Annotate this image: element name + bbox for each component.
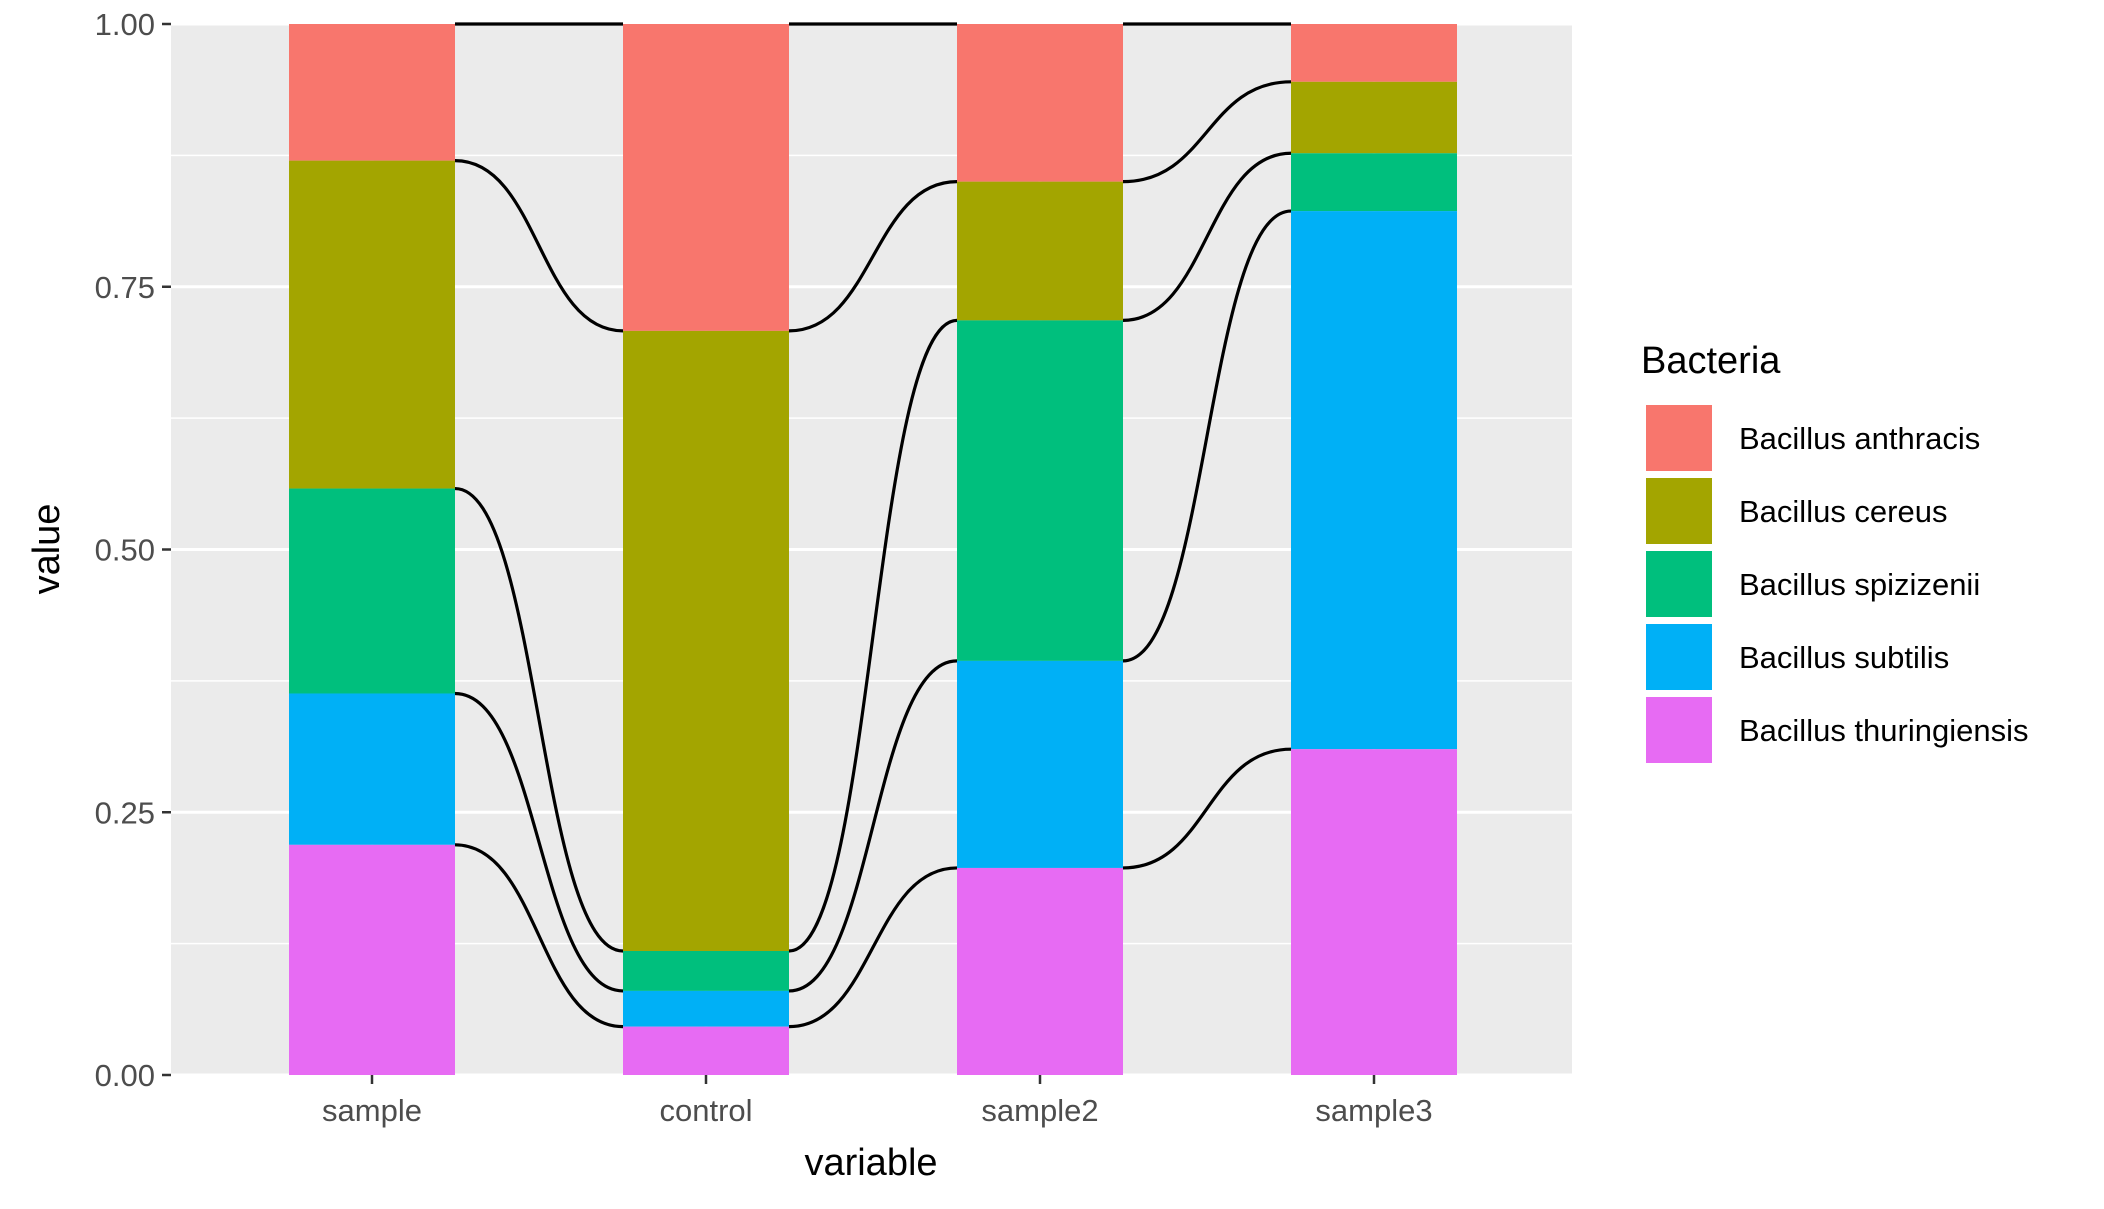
y-tick-label: 0.25 [95, 795, 155, 830]
x-tick-label-sample3: sample3 [1315, 1093, 1432, 1128]
bar-segment-control-bacillus-spizizenii [623, 950, 789, 991]
flow-line [1122, 747, 1292, 870]
flow-line [1122, 80, 1292, 184]
bar-segment-sample-bacillus-thuringiensis [289, 844, 455, 1075]
legend-key-bacillus-spizizenii [1644, 549, 1714, 619]
flow-line [788, 659, 958, 993]
legend-key-bacillus-anthracis [1644, 403, 1714, 473]
bar-segment-sample-bacillus-spizizenii [289, 488, 455, 694]
y-tick-label: 0.00 [95, 1058, 155, 1093]
flow-line [1122, 209, 1292, 663]
axes: 0.00 0.25 0.50 0.75 1.00 sample control sample2… [95, 7, 1433, 1128]
y-tick-label: 0.75 [95, 270, 155, 305]
bar-segment-control-bacillus-thuringiensis [623, 1026, 789, 1075]
bar-segment-control-bacillus-subtilis [623, 990, 789, 1027]
bar-segment-sample2-bacillus-anthracis [957, 24, 1123, 182]
legend-title: Bacteria [1641, 340, 1781, 382]
x-axis-title: variable [804, 1142, 937, 1184]
x-tick-label-sample: sample [322, 1093, 422, 1128]
flow-line [454, 691, 624, 993]
bar-segment-sample3-bacillus-cereus [1291, 81, 1457, 154]
legend-key-bacillus-thuringiensis [1644, 695, 1714, 765]
legend-label-bacillus-anthracis: Bacillus anthracis [1739, 421, 1980, 456]
bar-segment-sample3-bacillus-anthracis [1291, 24, 1457, 82]
bar-segment-control-bacillus-anthracis [623, 24, 789, 331]
bar-segment-sample2-bacillus-subtilis [957, 660, 1123, 868]
legend-label-bacillus-subtilis: Bacillus subtilis [1739, 640, 1949, 675]
flow-lines [454, 22, 1292, 1029]
stacked-bars [289, 24, 1457, 1075]
flow-line [1122, 151, 1292, 322]
bar-segment-sample2-bacillus-spizizenii [957, 320, 1123, 661]
x-tick-label-sample2: sample2 [981, 1093, 1098, 1128]
flow-line [788, 866, 958, 1029]
legend-label-bacillus-cereus: Bacillus cereus [1739, 494, 1947, 529]
bar-segment-sample2-bacillus-thuringiensis [957, 867, 1123, 1075]
y-tick-label: 0.50 [95, 533, 155, 568]
bar-segment-control-bacillus-cereus [623, 330, 789, 951]
legend: Bacteria Bacillus anthracis Bacillus cere… [1641, 340, 2028, 765]
bar-segment-sample-bacillus-anthracis [289, 24, 455, 161]
y-tick-label: 1.00 [95, 7, 155, 42]
bar-segment-sample3-bacillus-subtilis [1291, 211, 1457, 750]
flow-line [454, 159, 624, 333]
bar-segment-sample3-bacillus-thuringiensis [1291, 749, 1457, 1075]
legend-label-bacillus-thuringiensis: Bacillus thuringiensis [1739, 713, 2028, 748]
y-axis-title: value [26, 504, 68, 595]
x-tick-label-control: control [659, 1093, 752, 1128]
legend-key-bacillus-cereus [1644, 476, 1714, 546]
legend-key-bacillus-subtilis [1644, 622, 1714, 692]
bar-segment-sample-bacillus-subtilis [289, 693, 455, 845]
legend-label-bacillus-spizizenii: Bacillus spizizenii [1739, 567, 1980, 602]
flow-line [454, 486, 624, 953]
flow-line [788, 180, 958, 333]
bar-segment-sample-bacillus-cereus [289, 160, 455, 489]
flow-line [788, 318, 958, 953]
flow-line [454, 843, 624, 1029]
bar-segment-sample2-bacillus-cereus [957, 181, 1123, 321]
bar-segment-sample3-bacillus-spizizenii [1291, 153, 1457, 212]
